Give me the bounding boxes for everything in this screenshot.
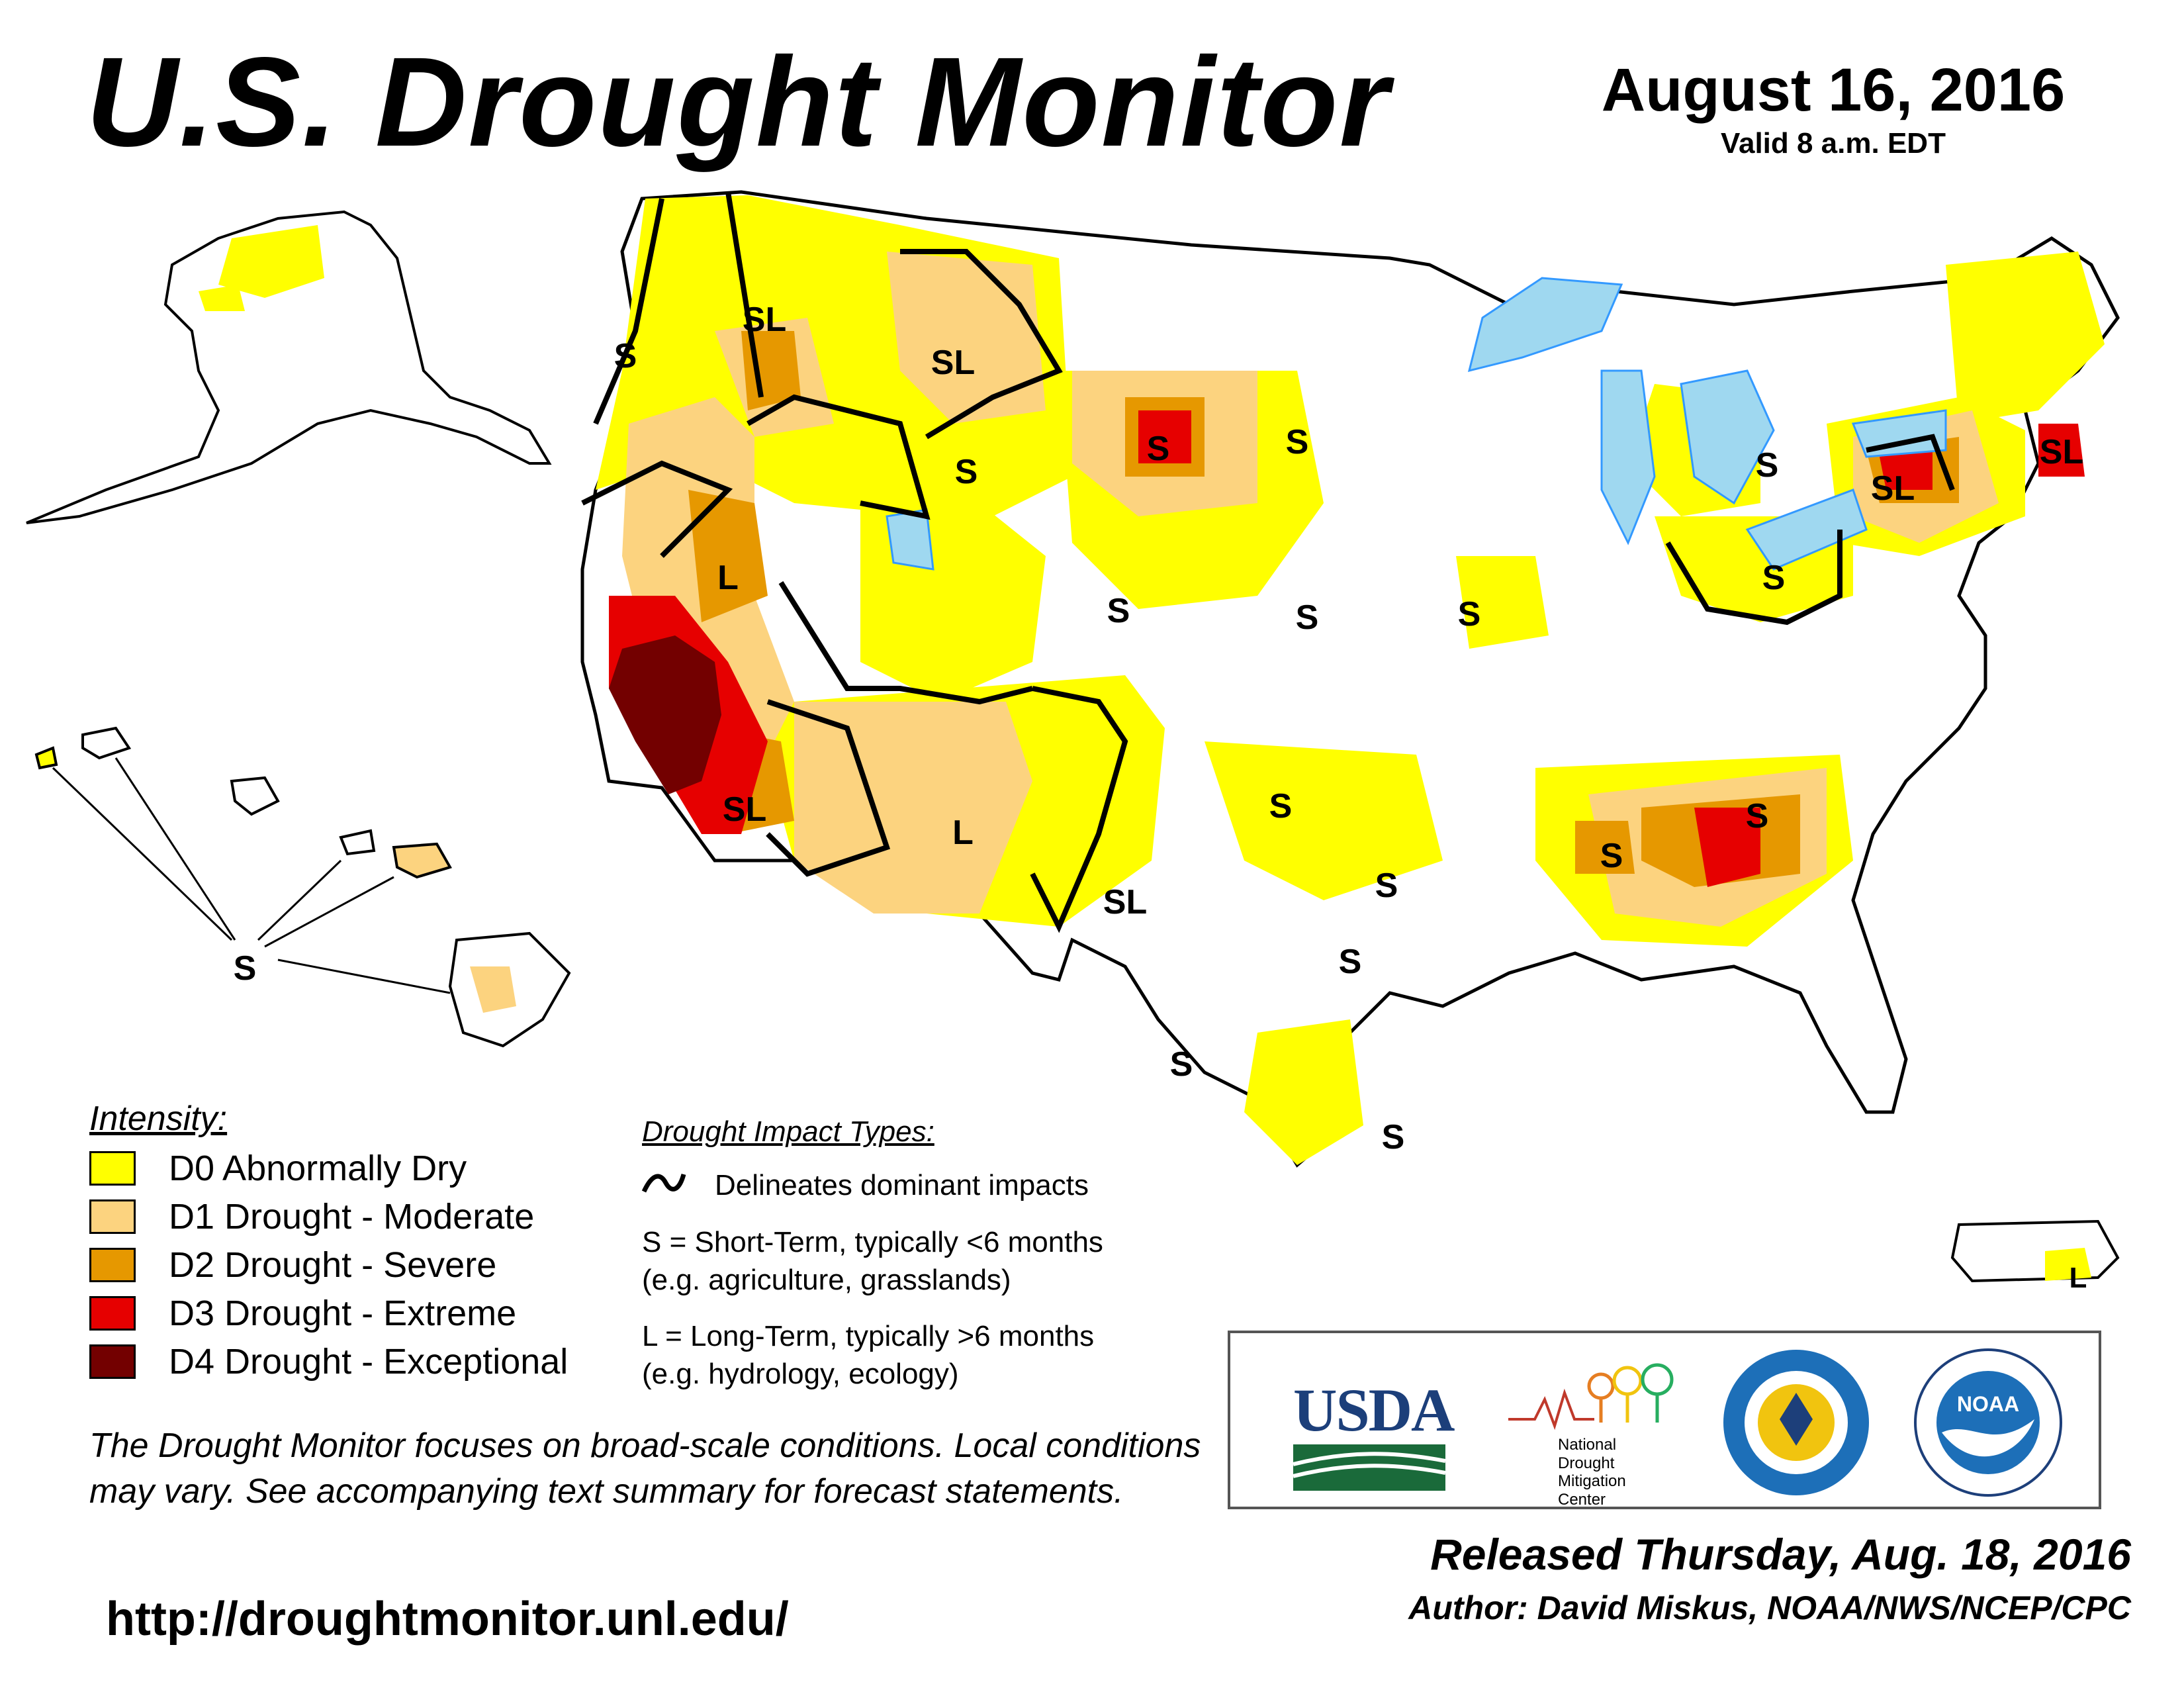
impact-label: L (717, 559, 739, 597)
impact-label: S (1375, 867, 1398, 905)
impact-label: S (1296, 598, 1319, 637)
map-date: August 16, 2016 (1601, 56, 2066, 124)
legend-label: D0 Abnormally Dry (169, 1149, 467, 1188)
disclaimer-note: The Drought Monitor focuses on broad-sca… (89, 1427, 1201, 1511)
drought-d4 (609, 635, 721, 794)
alaska (26, 210, 552, 524)
impact-lines (581, 191, 1955, 933)
impact-types-title: Drought Impact Types: (642, 1115, 934, 1148)
impact-label: S (1170, 1045, 1193, 1084)
department-of-commerce-seal-icon (1723, 1350, 1869, 1495)
impact-label: S (1382, 1118, 1405, 1156)
impact-label: SL (931, 344, 975, 382)
author: Author: David Miskus, NOAA/NWS/NCEP/CPC (1408, 1589, 2131, 1626)
impact-labels: S SL SL S L S S S S S S SL SL S SL L SL … (614, 301, 2084, 1156)
valid-time: Valid 8 a.m. EDT (1721, 127, 1946, 160)
ndmc-text: Center (1558, 1490, 1606, 1509)
impact-long-term-examples: (e.g. hydrology, ecology) (642, 1358, 959, 1390)
legend-label: D1 Drought - Moderate (169, 1197, 535, 1237)
impact-label: S (1762, 559, 1786, 597)
legend-label: D4 Drought - Exceptional (169, 1342, 569, 1382)
legend-swatch (89, 1248, 136, 1282)
usda-logo: USDA (1293, 1376, 1455, 1491)
legend-item-d2: D2 Drought - Severe (89, 1245, 496, 1285)
legend-title: Intensity: (89, 1100, 228, 1138)
legend-item-d1: D1 Drought - Moderate (89, 1197, 534, 1237)
impact-label: SL (1871, 469, 1915, 508)
legend-swatch (89, 1199, 136, 1234)
impact-short-term: S = Short-Term, typically <6 months (642, 1226, 1103, 1258)
ndmc-text: Drought (1558, 1454, 1615, 1472)
hawaii-leader-lines (52, 757, 451, 994)
legend-item-d3: D3 Drought - Extreme (89, 1293, 516, 1333)
puerto-rico: L (1950, 1219, 2120, 1294)
impact-label: S (1339, 943, 1362, 981)
great-lakes (886, 277, 1947, 571)
ndmc-text: National (1558, 1436, 1617, 1454)
page-title: U.S. Drought Monitor (86, 30, 1390, 173)
legend-swatch (89, 1344, 136, 1379)
impact-label: S (1147, 430, 1170, 468)
impact-label: SL (1103, 883, 1147, 921)
release-date: Released Thursday, Aug. 18, 2016 (1430, 1530, 2131, 1579)
noaa-logo-icon: NOAA (1914, 1348, 2062, 1497)
impact-label: SL (2040, 433, 2083, 471)
impact-label: SL (723, 790, 766, 829)
ndmc-logo: National Drought Mitigation Center (1508, 1360, 1680, 1509)
legend-item-d0: D0 Abnormally Dry (89, 1149, 467, 1188)
impact-label: SL (743, 301, 786, 339)
impact-label: S (1458, 595, 1481, 633)
website-url[interactable]: http://droughtmonitor.unl.edu/ (106, 1593, 789, 1646)
impact-label: S (1600, 837, 1623, 875)
impact-label: S (1746, 797, 1769, 835)
ndmc-trees-icon (1508, 1363, 1674, 1430)
hawaii (34, 726, 571, 1048)
noaa-wordmark: NOAA (1957, 1392, 2019, 1416)
usda-wordmark: USDA (1293, 1376, 1455, 1444)
legend-label: D3 Drought - Extreme (169, 1293, 517, 1333)
impact-label: S (1107, 592, 1130, 630)
impact-delineates-text: Delineates dominant impacts (715, 1169, 1089, 1201)
hawaii-impact-label: S (234, 949, 257, 988)
delineation-line-icon (641, 1173, 686, 1193)
impact-label: S (1756, 446, 1779, 485)
legend-swatch (89, 1151, 136, 1186)
puerto-rico-impact-label: L (2070, 1262, 2087, 1294)
impact-label: S (1269, 787, 1293, 825)
impact-label: L (952, 814, 974, 852)
partner-logos: USDA National Drought Mitigation Center (1228, 1331, 2101, 1509)
legend-swatch (89, 1296, 136, 1331)
impact-long-term: L = Long-Term, typically >6 months (642, 1320, 1095, 1352)
usda-field-icon (1293, 1444, 1445, 1491)
impact-label: S (614, 337, 637, 375)
impact-label: S (1286, 423, 1309, 461)
impact-short-term-examples: (e.g. agriculture, grasslands) (642, 1264, 1011, 1296)
impact-label: S (955, 453, 978, 491)
legend-item-d4: D4 Drought - Exceptional (89, 1342, 568, 1382)
ndmc-text: Mitigation (1558, 1472, 1626, 1491)
legend-label: D2 Drought - Severe (169, 1245, 497, 1285)
